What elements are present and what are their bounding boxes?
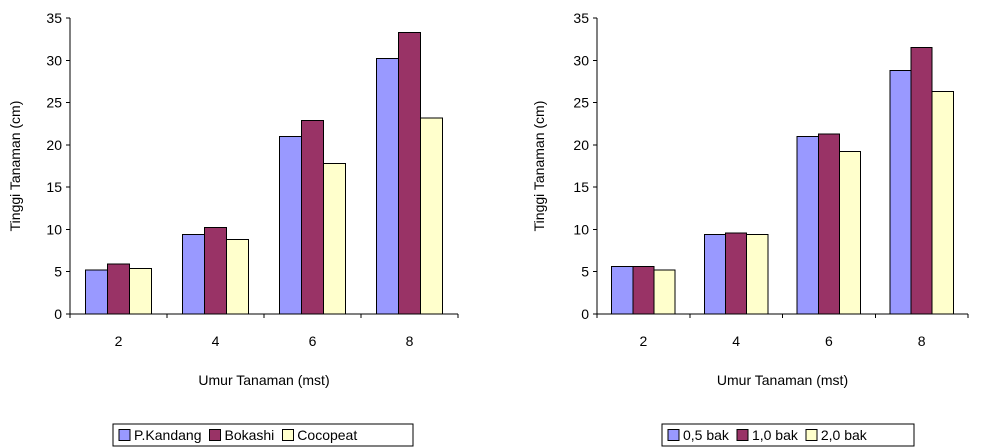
bar-0-5-bak-2 — [611, 266, 634, 315]
legend-frame — [112, 423, 414, 447]
y-tick-label: 30 — [46, 52, 62, 68]
bar-cocopeat-4 — [226, 239, 250, 315]
y-tick-label: 15 — [46, 179, 62, 195]
legend-label: 1,0 bak — [752, 427, 799, 443]
x-tick-label: 4 — [732, 333, 740, 349]
x-tick-label: 6 — [309, 333, 317, 349]
y-axis-title: Tinggi Tanaman (cm) — [531, 101, 547, 232]
x-axis-title: Umur Tanaman (mst) — [198, 372, 329, 388]
legend-swatch — [667, 429, 680, 441]
bar-1-0-bak-8 — [910, 47, 933, 315]
bar-bokashi-4 — [203, 227, 228, 315]
x-tick-label: 2 — [639, 333, 647, 349]
legend-label: P.Kandang — [134, 427, 201, 443]
bar-2-0-bak-6 — [838, 151, 862, 315]
x-tick-label: 6 — [825, 333, 833, 349]
legend-label: 0,5 bak — [683, 427, 730, 443]
y-tick-label: 25 — [573, 95, 589, 111]
y-tick-label: 0 — [581, 306, 589, 322]
legend-swatch — [208, 429, 221, 441]
legend-swatch — [281, 429, 294, 441]
legend-swatch — [736, 429, 749, 441]
bar-p-kandang-6 — [278, 135, 302, 315]
y-tick-label: 25 — [46, 95, 62, 111]
x-tick-label: 2 — [115, 333, 123, 349]
y-tick-label: 5 — [54, 264, 62, 280]
bar-p-kandang-2 — [84, 269, 108, 315]
y-tick-label: 30 — [573, 52, 589, 68]
bar-cocopeat-2 — [129, 267, 153, 315]
y-tick-label: 20 — [573, 137, 589, 153]
y-axis-title: Tinggi Tanaman (cm) — [7, 101, 23, 232]
bar-bokashi-2 — [106, 263, 131, 315]
bar-1-0-bak-6 — [817, 133, 840, 315]
bar-cocopeat-8 — [420, 117, 444, 315]
bar-bokashi-6 — [300, 119, 325, 315]
legend: P.Kandang Bokashi Cocopeat — [112, 423, 414, 447]
x-tick-label: 4 — [212, 333, 220, 349]
bar-0-5-bak-4 — [703, 234, 727, 315]
y-tick-label: 10 — [573, 221, 589, 237]
y-tick-label: 0 — [54, 306, 62, 322]
y-tick-label: 10 — [46, 221, 62, 237]
chart-right: 0 5 10 15 20 25 30 35 2 4 6 8 Tinggi Tanaman (cm) Umu… — [531, 10, 969, 447]
y-tick-label: 15 — [573, 179, 589, 195]
bar-bokashi-8 — [397, 31, 422, 315]
bar-1-0-bak-4 — [725, 232, 748, 315]
bar-2-0-bak-8 — [931, 91, 954, 315]
x-tick-label: 8 — [918, 333, 926, 349]
bar-0-5-bak-6 — [796, 135, 819, 315]
legend: 0,5 bak 1,0 bak 2,0 bak — [661, 423, 915, 447]
legend-swatch — [805, 429, 818, 441]
y-tick-label: 35 — [573, 10, 589, 26]
legend-label: Cocopeat — [297, 427, 357, 443]
x-tick-label: 8 — [406, 333, 414, 349]
bar-cocopeat-6 — [323, 162, 347, 315]
bar-0-5-bak-8 — [889, 69, 912, 315]
legend-frame — [661, 423, 915, 447]
chart-left: 0 5 10 15 20 25 30 35 2 4 6 8 Tinggi Tanaman (cm) Umu… — [7, 10, 459, 447]
bar-2-0-bak-4 — [746, 234, 769, 315]
legend-label: Bokashi — [224, 427, 274, 443]
y-tick-label: 35 — [46, 10, 62, 26]
legend-swatch — [118, 429, 131, 441]
bar-p-kandang-8 — [375, 58, 399, 315]
y-tick-label: 20 — [46, 137, 62, 153]
bar-p-kandang-4 — [181, 234, 205, 315]
x-axis-title: Umur Tanaman (mst) — [717, 372, 848, 388]
bar-2-0-bak-2 — [653, 269, 676, 315]
legend-label: 2,0 bak — [821, 427, 868, 443]
y-tick-label: 5 — [581, 264, 589, 280]
bar-1-0-bak-2 — [632, 266, 655, 315]
